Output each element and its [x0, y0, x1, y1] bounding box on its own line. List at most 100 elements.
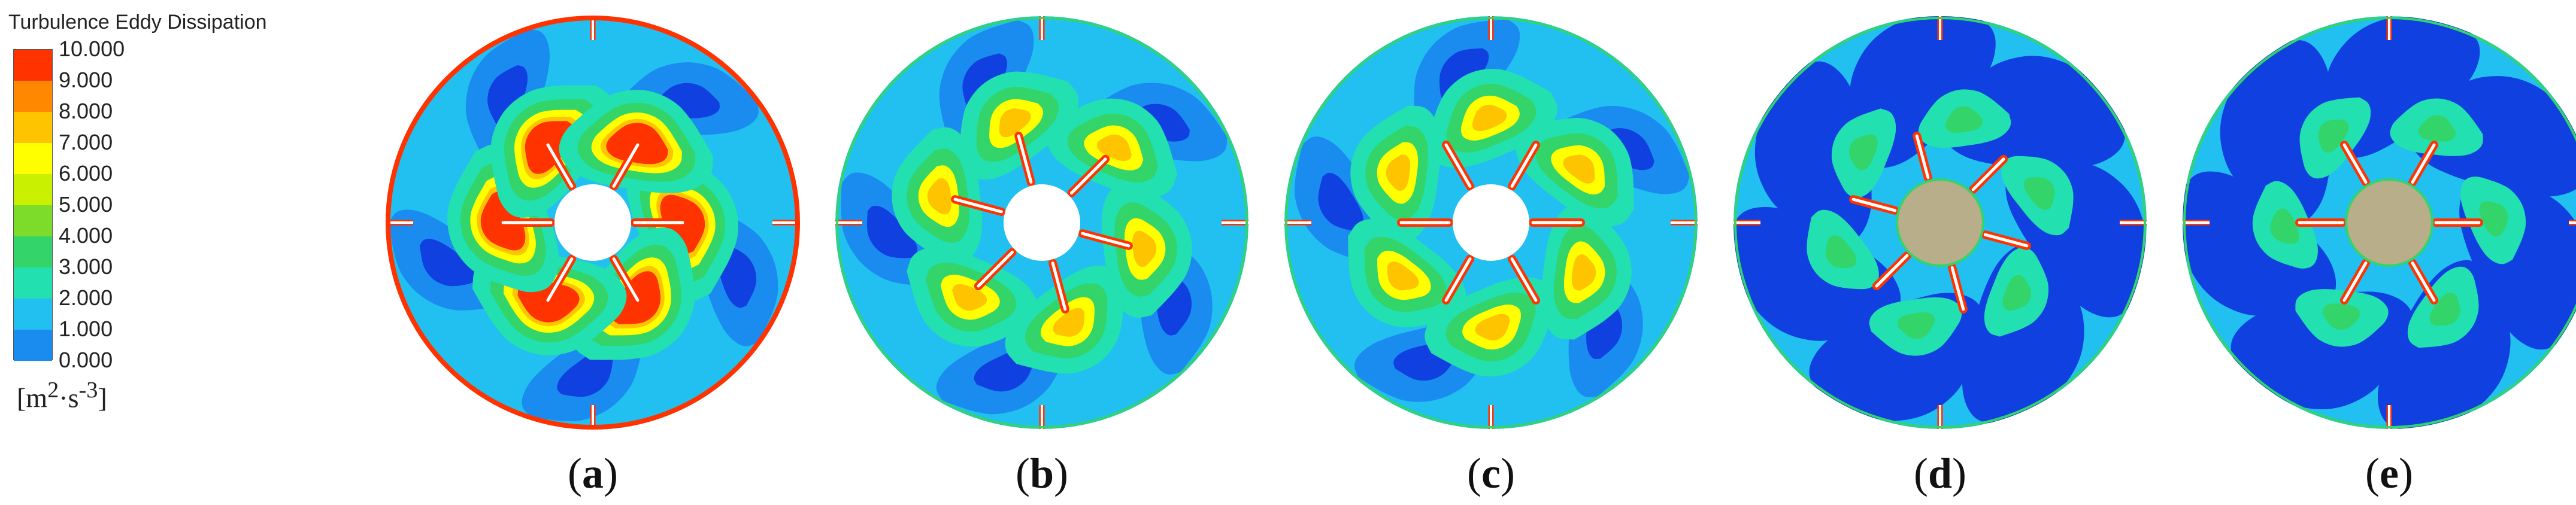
dissipation-lobe-core [927, 178, 952, 215]
low-dissipation-core [557, 349, 613, 397]
vessel-wall [1734, 17, 2146, 428]
caption-letter: b [1029, 449, 1054, 497]
impeller-blade [953, 197, 1003, 214]
legend-tick-label: 6.000 [59, 161, 113, 185]
impeller-blade [1444, 143, 1472, 188]
legend-tick-label: 10.000 [59, 36, 125, 61]
dissipation-lobe-core [1386, 154, 1411, 191]
vessel-wall [1285, 17, 1697, 428]
low-dissipation-core [1318, 172, 1364, 232]
unit-open: [m [17, 382, 48, 413]
dissipation-lobe-core [1132, 230, 1157, 267]
dissipation-lobe-core [1849, 134, 1878, 171]
impeller-blade [1051, 261, 1067, 311]
low-dissipation-core [866, 205, 918, 258]
contour-plot [386, 16, 800, 430]
contour-plot [1734, 16, 2147, 429]
dissipation-lobe-core [1475, 314, 1510, 340]
impeller-blade [1444, 257, 1472, 302]
hub-solid [2345, 178, 2433, 267]
dissipation-lobe-core [1571, 254, 1596, 291]
legend-swatch [14, 236, 52, 267]
caption-paren-close: ) [1054, 449, 1068, 497]
dissipation-lobe-core [2318, 119, 2349, 153]
low-dissipation-region [2220, 40, 2333, 225]
dissipation-lobe-core [1945, 106, 1983, 133]
panel-caption-c: (c) [1275, 449, 1707, 498]
contour-panel-b [826, 7, 1257, 438]
dissipation-lobe-core [1387, 261, 1419, 291]
impeller-blade [1081, 232, 1131, 248]
impeller-blade [1875, 254, 1909, 288]
dissipation-lobe-core [2323, 303, 2360, 330]
hub-opening [554, 184, 631, 261]
panel-caption-d: (d) [1725, 449, 2156, 498]
caption-letter: e [2380, 449, 2399, 497]
dissipation-lobe-core [1897, 312, 1935, 339]
impeller-blade [1950, 266, 1965, 311]
dissipation-lobe-core [2418, 115, 2456, 142]
vessel-wall [386, 16, 800, 430]
impeller-blade [2411, 261, 2436, 302]
dissipation-lobe-core [1053, 308, 1085, 337]
dissipation-lobe-core [952, 284, 987, 311]
legend-tick-label: 8.000 [59, 99, 113, 123]
caption-paren-close: ) [1500, 449, 1515, 497]
caption-paren-open: ( [1015, 449, 1030, 497]
legend-swatch [14, 112, 52, 143]
legend-swatch [14, 330, 52, 361]
dissipation-lobe-core [2002, 275, 2031, 311]
hub-opening [1004, 184, 1080, 261]
dissipation-lobe-core [2270, 208, 2299, 244]
panel-caption-b: (b) [826, 449, 1257, 498]
panel-caption-e: (e) [2174, 449, 2576, 498]
legend-tick-label: 4.000 [59, 223, 113, 248]
vessel-wall [836, 17, 1248, 428]
impeller-blade [977, 250, 1014, 288]
contour-panel-e [2174, 7, 2576, 438]
impeller-blade [1069, 157, 1107, 195]
impeller-blade [1510, 257, 1538, 302]
panel-caption-a: (a) [377, 449, 808, 498]
impeller-blade [1017, 134, 1033, 184]
caption-paren-open: ( [568, 449, 582, 497]
dissipation-lobe-core [1096, 134, 1132, 162]
legend-unit: [m2·s-3] [17, 377, 107, 413]
unit-mid: ·s [59, 382, 79, 413]
hub-solid [1896, 178, 1984, 267]
contour-plot [835, 16, 1248, 429]
caption-paren-open: ( [1913, 449, 1928, 497]
impeller-blade [1983, 233, 2029, 248]
caption-paren-open: ( [1467, 449, 1482, 497]
dissipation-lobe-core [1563, 154, 1595, 184]
legend-swatch [14, 267, 52, 299]
dissipation-lobe-core [999, 108, 1031, 138]
dissipation-lobe-core [1825, 235, 1857, 268]
legend-tick-label: 9.000 [59, 68, 113, 92]
dissipation-lobe-core [2429, 292, 2460, 326]
impeller-blade [2342, 143, 2368, 184]
contour-panel-c [1275, 7, 1707, 438]
legend-tick-label: 1.000 [59, 317, 113, 341]
impeller-blade [612, 257, 640, 302]
legend-swatch [14, 299, 52, 330]
dissipation-lobe-core [2479, 201, 2508, 237]
dissipation-lobe-core [1472, 105, 1507, 132]
low-dissipation-core [419, 239, 477, 287]
contour-panel-d [1725, 7, 2156, 438]
unit-sup2: -3 [78, 378, 98, 403]
low-dissipation-region [1754, 61, 1872, 244]
contour-panel-a [377, 7, 808, 438]
caption-paren-close: ) [1952, 449, 1966, 497]
legend-swatch [14, 174, 52, 205]
dissipation-lobe-core [2023, 177, 2055, 210]
contour-plot [1284, 16, 1698, 429]
caption-letter: c [1481, 449, 1501, 497]
vessel-wall [2183, 17, 2576, 428]
impeller-blade [546, 257, 574, 302]
legend-tick-label: 3.000 [59, 254, 113, 279]
legend-tick-label: 5.000 [59, 192, 113, 217]
caption-letter: d [1928, 449, 1953, 497]
caption-paren-open: ( [2365, 449, 2380, 497]
impeller-blade [2411, 143, 2436, 184]
